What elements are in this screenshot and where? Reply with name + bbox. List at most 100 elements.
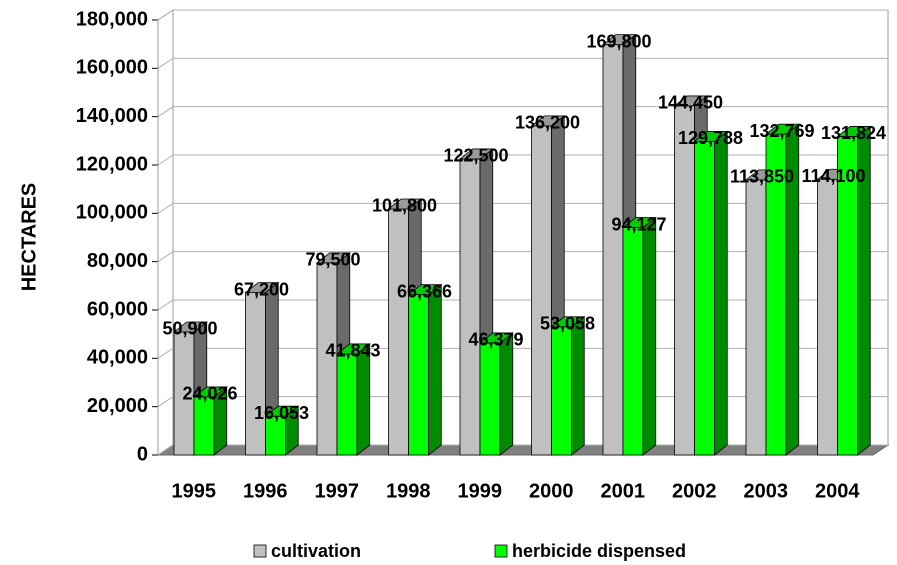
legend-swatch	[253, 544, 267, 558]
bar	[336, 353, 358, 456]
x-tick-label: 2002	[672, 480, 717, 502]
x-tick-label: 1995	[172, 480, 217, 502]
bar-side	[428, 283, 442, 456]
value-label: 132,769	[749, 121, 814, 141]
bar-3d	[764, 123, 800, 456]
value-label: 67,200	[234, 279, 289, 299]
value-label: 94,127	[611, 214, 666, 234]
value-label: 122,500	[443, 146, 508, 166]
bar	[745, 179, 767, 456]
value-label: 16,053	[254, 403, 309, 423]
bar	[459, 158, 481, 456]
x-tick-label: 2003	[744, 480, 789, 502]
y-tick-label: 180,000	[76, 8, 148, 30]
grid-line	[157, 154, 888, 166]
bar-3d	[836, 125, 872, 456]
bar-top	[172, 321, 208, 333]
bar-top	[550, 316, 586, 328]
x-tick-label: 1998	[386, 480, 431, 502]
y-tick-label: 100,000	[76, 202, 148, 224]
bar	[602, 44, 624, 456]
bar-top	[264, 405, 300, 417]
bar-3d	[407, 283, 443, 456]
y-axis-label: HECTARES	[18, 183, 40, 292]
y-tick-label: 140,000	[76, 105, 148, 127]
bar-3d	[264, 405, 300, 456]
y-tick-label: 0	[137, 443, 148, 465]
y-tick-label: 40,000	[87, 347, 148, 369]
x-tick-label: 2000	[529, 480, 574, 502]
bar-3d	[335, 343, 371, 456]
x-tick-label: 1996	[243, 480, 288, 502]
bar	[817, 178, 838, 456]
bar	[551, 326, 572, 456]
value-label: 169,800	[586, 31, 651, 51]
bar-top	[673, 95, 709, 107]
bar-top	[693, 130, 729, 142]
bar	[408, 294, 429, 456]
bar-side	[642, 216, 657, 456]
value-label: 46,379	[468, 330, 523, 350]
bar-top	[478, 332, 514, 344]
bar-3d	[693, 130, 729, 456]
bar-top	[315, 252, 351, 264]
side-wall	[157, 9, 174, 456]
bar-top	[192, 386, 228, 398]
bar-top	[764, 123, 800, 135]
bar-top	[458, 148, 494, 160]
x-tick-label: 2004	[815, 480, 860, 502]
y-tick-label: 160,000	[76, 57, 148, 79]
grid-line	[157, 106, 888, 118]
bar-side	[571, 315, 585, 456]
grid-line	[157, 9, 888, 21]
legend-label: herbicide dispensed	[512, 541, 686, 561]
bar-top	[601, 34, 637, 46]
x-tick-label: 1997	[315, 480, 360, 502]
bar-top	[621, 217, 657, 228]
bar-side	[714, 130, 728, 456]
bar-3d	[550, 315, 586, 456]
value-label: 79,500	[305, 250, 360, 270]
bar-top	[836, 126, 872, 137]
value-label: 129,788	[678, 128, 743, 148]
bar-top	[335, 343, 371, 355]
value-label: 131,824	[821, 123, 886, 143]
value-label: 41,843	[325, 341, 380, 361]
y-tick-label: 60,000	[87, 298, 148, 320]
legend-swatch	[494, 544, 508, 558]
bar	[245, 292, 266, 456]
value-label: 114,100	[801, 166, 865, 186]
bar-top	[407, 284, 443, 296]
bar	[694, 140, 715, 456]
value-label: 144,450	[658, 93, 723, 113]
bar-3d	[478, 332, 514, 456]
y-tick-label: 120,000	[76, 153, 148, 175]
legend-label: cultivation	[271, 541, 361, 561]
x-tick-label: 1999	[458, 480, 503, 502]
value-label: 50,900	[162, 319, 217, 339]
value-label: 113,850	[730, 167, 794, 187]
bar	[193, 396, 215, 456]
x-tick-label: 2001	[601, 480, 646, 502]
value-label: 101,800	[372, 196, 437, 216]
value-label: 136,200	[515, 113, 580, 133]
bar	[388, 208, 409, 456]
grid-line	[157, 202, 888, 214]
bar-top	[530, 115, 566, 127]
value-label: 24,026	[182, 384, 237, 404]
grid-line	[157, 57, 888, 69]
y-tick-label: 80,000	[87, 250, 148, 272]
bar-3d	[192, 386, 228, 456]
bar	[622, 227, 644, 456]
value-label: 66,366	[397, 281, 452, 301]
bar-top	[387, 198, 423, 210]
bar-top	[244, 282, 280, 294]
bar-3d	[621, 216, 657, 456]
bar	[674, 105, 695, 456]
y-tick-label: 20,000	[87, 395, 148, 417]
bar-side	[499, 332, 514, 456]
bar	[479, 342, 501, 456]
value-label: 53,058	[540, 314, 595, 334]
bar	[531, 125, 552, 456]
